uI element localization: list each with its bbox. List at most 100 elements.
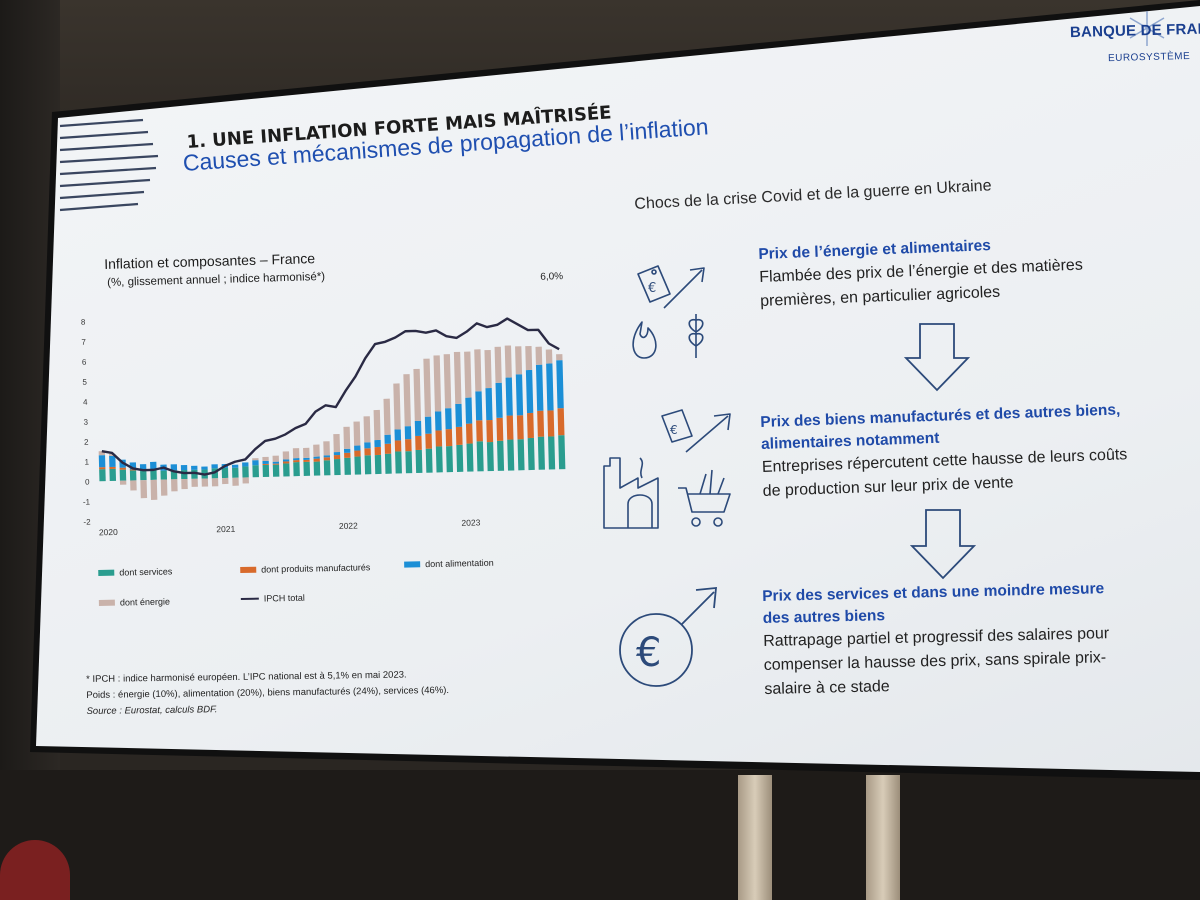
chart-bar-segment [434, 411, 442, 431]
chart-bar-segment [109, 468, 117, 482]
chart-bar-segment [494, 346, 502, 383]
y-tick-label: 7 [81, 338, 86, 347]
chart-bar-segment [404, 426, 412, 440]
chart-bar-segment [333, 454, 341, 460]
chart-bar-segment [323, 441, 330, 456]
pillar [866, 775, 900, 900]
chart-bar-segment [150, 461, 157, 470]
chart-bar-segment [171, 479, 178, 492]
chart-bar-segment [537, 410, 545, 437]
chart-bar-segment [119, 480, 127, 485]
chart-bar-segment [485, 388, 493, 421]
chart-bar-segment [323, 455, 330, 458]
chart-bar-segment [525, 369, 534, 414]
chart-bar-segment [425, 433, 432, 449]
chart-bar-segment [333, 458, 341, 476]
legend-manufactures: dont produits manufacturés [240, 562, 370, 575]
chart-bar-segment [323, 460, 331, 476]
chart-bar-segment [119, 467, 126, 470]
legend-label: dont alimentation [425, 557, 494, 570]
chart-bar-segment [384, 434, 391, 444]
y-tick-label: -1 [83, 498, 91, 507]
chart-bar-segment [517, 439, 525, 471]
chart-bar-segment [393, 383, 401, 430]
chart-bar-segment [191, 465, 198, 470]
chart-bar-segment [455, 403, 463, 427]
chart-bar-segment [556, 360, 564, 409]
chart-bar-segment [464, 351, 472, 398]
chart-bar-segment [313, 444, 320, 457]
chart-bar-segment [354, 445, 361, 451]
chart-bar-segment [232, 477, 239, 486]
legend-energie: dont énergie [98, 597, 170, 608]
chart-bar-segment [262, 456, 269, 462]
legend-label: dont services [119, 566, 173, 578]
chart-bar-segment [495, 382, 503, 418]
chart-bar-segment [242, 462, 249, 467]
chart-bar-segment [364, 442, 371, 449]
chart-bar-segment [272, 463, 280, 465]
chart-bar-segment [476, 420, 483, 442]
chart-bar-segment [465, 397, 473, 424]
chart-bar-segment [486, 441, 494, 472]
chart-bar-segment [333, 451, 341, 456]
chart-bar-segment [272, 461, 280, 464]
chart-bar-segment [456, 444, 464, 472]
x-tick-label: 2021 [216, 524, 235, 534]
chart-bar-segment [374, 454, 382, 475]
chart-bar-segment [474, 349, 482, 392]
chart-bar-segment [558, 435, 566, 470]
chart-bar-segment [545, 349, 553, 364]
chart-bar-segment [272, 455, 279, 462]
logo-subtitle: EUROSYSTÈME [1107, 50, 1191, 65]
chart-bar-segment [374, 439, 381, 448]
x-tick-label: 2022 [339, 521, 358, 531]
chart-bar-segment [99, 469, 106, 482]
chart-bar-segment [252, 465, 259, 478]
y-tick-label: 2 [84, 438, 89, 447]
chart-bar-segment [445, 429, 453, 447]
chart-bar-segment [525, 345, 533, 371]
chart-bar-segment [252, 460, 259, 466]
chart-bar-segment [506, 415, 514, 440]
chart-bar-segment [354, 450, 361, 457]
chart-bar-segment [363, 416, 371, 443]
legend-label: IPCH total [263, 592, 305, 604]
block-energy-food: Prix de l’énergie et alimentaires Flambé… [758, 232, 1084, 314]
chart-bar-segment [109, 466, 116, 470]
chart-bar-segment [364, 448, 371, 456]
chart-bar-segment [405, 439, 412, 452]
chart-bar-segment [181, 478, 188, 490]
chart-bar-segment [180, 465, 188, 471]
chart-bar-segment [282, 461, 290, 464]
chart-bar-segment [354, 456, 362, 475]
chart-bar-segment [283, 463, 290, 477]
ipch-total-line [101, 317, 560, 476]
chart-bar-segment [405, 451, 413, 474]
chart-bar-segment [537, 436, 545, 470]
chart-bar-segment [99, 467, 106, 470]
chart-bar-segment [262, 463, 269, 466]
svg-text:€: € [648, 281, 656, 296]
chart-bar-segment [344, 457, 351, 475]
legend-ipch: IPCH total [240, 592, 305, 604]
arrow-down-icon [910, 509, 976, 580]
chart-bar-segment [465, 423, 473, 444]
chart-bar-segment [515, 346, 523, 375]
banque-de-france-logo: BANQUE DE FRANCE EUROSYSTÈME [1068, 10, 1200, 72]
chart-bar-segment [497, 440, 505, 471]
chart-bar-segment [221, 467, 229, 479]
y-tick-label: 0 [85, 478, 90, 487]
chart-bar-segment [272, 464, 280, 477]
chart-bar-segment [129, 470, 137, 481]
chart-bar-segment [435, 430, 443, 447]
chart-bar-segment [547, 410, 555, 437]
chart-bar-segment [344, 452, 351, 458]
legend-swatch [404, 561, 421, 568]
chart-bar-segment [414, 420, 422, 437]
chart-bar-segment [180, 469, 188, 480]
chart-bar-segment [384, 443, 392, 454]
chart-bar-segment [140, 470, 147, 481]
inflation-chart: 8 7 6 5 4 3 2 1 0 -1 -2 2020 2021 2022 2023 6,0% [70, 256, 597, 560]
chart-legend: dont services dont produits manufacturés… [98, 551, 519, 610]
